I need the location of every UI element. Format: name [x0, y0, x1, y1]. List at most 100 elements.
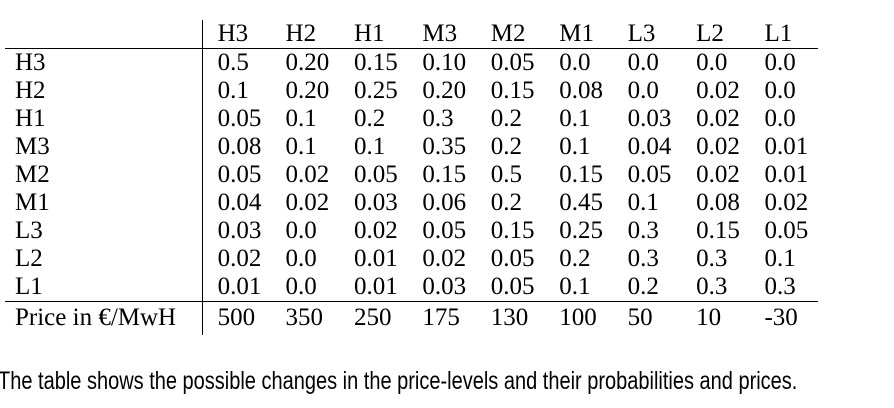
- prob-cell: 0.2: [490, 189, 523, 216]
- prob-cell: 0.0: [764, 49, 796, 76]
- prob-cell: 0.05: [353, 161, 398, 188]
- prob-cell: 0.3: [764, 273, 796, 300]
- prob-cell: 0.04: [217, 189, 262, 216]
- prob-cell: 0.01: [353, 245, 398, 272]
- row-label: L3: [5, 217, 203, 245]
- prob-cell: 0.05: [217, 161, 262, 188]
- prob-cell: 0.15: [696, 217, 740, 244]
- prob-cell: 0.03: [422, 273, 467, 300]
- prob-cell: 0.25: [559, 217, 603, 244]
- column-header: H1: [338, 20, 408, 49]
- price-cell: 100: [544, 301, 613, 335]
- column-header: H2: [270, 20, 339, 49]
- price-cell: -30: [749, 301, 818, 335]
- price-row-label: Price in €/MwH: [5, 301, 203, 335]
- prob-cell: 0.01: [764, 161, 809, 188]
- prob-cell: 0.03: [627, 105, 672, 132]
- prob-cell: 0.08: [559, 77, 603, 104]
- prob-cell: 0.2: [353, 105, 386, 132]
- prob-cell: 0.02: [285, 189, 330, 216]
- prob-cell: 0.05: [217, 105, 262, 132]
- row-label: M2: [5, 161, 203, 189]
- row-label: H3: [5, 48, 203, 77]
- column-header: M1: [544, 20, 613, 49]
- prob-cell: 0.2: [627, 273, 659, 300]
- column-header: M2: [475, 20, 545, 49]
- row-label: M3: [5, 133, 203, 161]
- prob-cell: 0.15: [422, 161, 467, 188]
- prob-cell: 0.15: [353, 49, 398, 76]
- table-row: L1 0.01 0.0 0.01 0.03 0.05 0.1 0.2 0.3 0…: [5, 273, 818, 302]
- price-cell: 250: [338, 301, 408, 335]
- prob-cell: 0.0: [764, 105, 796, 132]
- prob-cell: 0.1: [217, 77, 249, 104]
- prob-cell: 0.2: [490, 133, 523, 160]
- prob-cell: 0.20: [285, 77, 330, 104]
- prob-cell: 0.45: [559, 189, 603, 216]
- prob-cell: 0.0: [627, 77, 659, 104]
- prob-cell: 0.3: [627, 245, 659, 272]
- prob-cell: 0.3: [696, 245, 728, 272]
- prob-cell: 0.03: [353, 189, 398, 216]
- prob-cell: 0.02: [696, 105, 740, 132]
- price-cell: 350: [270, 301, 339, 335]
- table-row: H2 0.1 0.20 0.25 0.20 0.15 0.08 0.0 0.02…: [5, 77, 818, 105]
- price-cell: 10: [681, 301, 750, 335]
- prob-cell: 0.02: [696, 77, 740, 104]
- prob-cell: 0.3: [696, 273, 728, 300]
- price-transition-table: H3 H2 H1 M3 M2 M1 L3 L2 L1 H3 0.5 0.20 0…: [5, 20, 818, 335]
- prob-cell: 0.02: [285, 161, 330, 188]
- row-label: H2: [5, 77, 203, 105]
- prob-cell: 0.03: [217, 217, 262, 244]
- header-row: H3 H2 H1 M3 M2 M1 L3 L2 L1: [5, 20, 818, 49]
- prob-cell: 0.3: [627, 217, 659, 244]
- prob-cell: 0.1: [627, 189, 659, 216]
- table-row: M3 0.08 0.1 0.1 0.35 0.2 0.1 0.04 0.02 0…: [5, 133, 818, 161]
- prob-cell: 0.05: [764, 217, 809, 244]
- prob-cell: 0.1: [285, 105, 317, 132]
- prob-cell: 0.1: [285, 133, 317, 160]
- table-row: L3 0.03 0.0 0.02 0.05 0.15 0.25 0.3 0.15…: [5, 217, 818, 245]
- prob-cell: 0.1: [353, 133, 386, 160]
- prob-cell: 0.1: [559, 273, 591, 300]
- prob-cell: 0.05: [422, 217, 467, 244]
- price-cell: 500: [202, 301, 271, 335]
- table-row: H1 0.05 0.1 0.2 0.3 0.2 0.1 0.03 0.02 0.…: [5, 105, 818, 133]
- prob-cell: 0.0: [559, 49, 591, 76]
- price-cell: 130: [475, 301, 545, 335]
- prob-cell: 0.15: [490, 217, 535, 244]
- prob-cell: 0.10: [422, 49, 467, 76]
- prob-cell: 0.05: [490, 245, 535, 272]
- prob-cell: 0.20: [285, 49, 330, 76]
- column-header: M3: [407, 20, 476, 49]
- prob-cell: 0.1: [559, 133, 591, 160]
- table-caption: The table shows the possible changes in …: [0, 367, 798, 395]
- prob-cell: 0.0: [285, 217, 317, 244]
- prob-cell: 0.06: [422, 189, 467, 216]
- column-header: L2: [681, 20, 750, 49]
- prob-cell: 0.3: [422, 105, 454, 132]
- price-cell: 175: [407, 301, 476, 335]
- prob-cell: 0.02: [764, 189, 809, 216]
- prob-cell: 0.25: [353, 77, 398, 104]
- row-label: H1: [5, 105, 203, 133]
- prob-cell: 0.01: [217, 273, 262, 300]
- prob-cell: 0.08: [217, 133, 262, 160]
- prob-cell: 0.35: [422, 133, 467, 160]
- prob-cell: 0.02: [696, 133, 740, 160]
- table-corner-cell: [5, 20, 203, 49]
- prob-cell: 0.08: [696, 189, 740, 216]
- prob-cell: 0.0: [764, 77, 796, 104]
- row-label: L1: [5, 273, 203, 302]
- prob-cell: 0.1: [764, 245, 796, 272]
- prob-cell: 0.02: [217, 245, 262, 272]
- prob-cell: 0.05: [627, 161, 672, 188]
- prob-cell: 0.02: [353, 217, 398, 244]
- prob-cell: 0.5: [217, 49, 249, 76]
- table-row: L2 0.02 0.0 0.01 0.02 0.05 0.2 0.3 0.3 0…: [5, 245, 818, 273]
- column-header: L3: [612, 20, 682, 49]
- prob-cell: 0.05: [490, 273, 535, 300]
- prob-cell: 0.20: [422, 77, 467, 104]
- row-label: M1: [5, 189, 203, 217]
